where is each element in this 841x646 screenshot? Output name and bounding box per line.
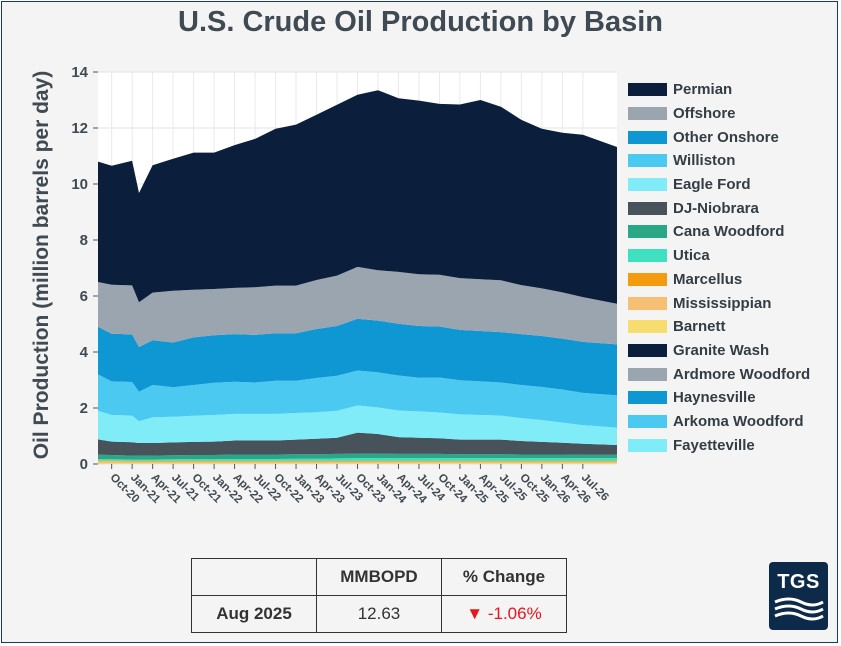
legend-swatch [628, 178, 667, 192]
area-eagle-ford [98, 405, 617, 445]
legend-swatch [628, 130, 667, 144]
legend-item-williston: Williston [628, 149, 833, 173]
legend-item-utica: Utica [628, 244, 833, 268]
area-barnett [98, 463, 617, 464]
y-tick-label: 0 [80, 456, 88, 473]
legend-item-arkoma-woodford: Arkoma Woodford [628, 410, 833, 434]
y-tick-label: 10 [71, 176, 88, 193]
area-utica [98, 458, 617, 461]
legend-item-mississippian: Mississippian [628, 291, 833, 315]
legend-label: Haynesville [673, 389, 756, 407]
legend-label: Ardmore Woodford [673, 365, 811, 383]
legend-swatch [628, 296, 667, 310]
legend-item-granite-wash: Granite Wash [628, 339, 833, 363]
legend-swatch [628, 201, 667, 215]
y-tick-label: 12 [71, 120, 88, 137]
y-tick-label: 4 [80, 344, 89, 361]
legend-label: Offshore [673, 105, 736, 123]
area-other-onshore [98, 318, 617, 396]
legend-item-offshore: Offshore [628, 102, 833, 126]
summary-change-cell: ▼ -1.06% [441, 595, 567, 633]
legend-swatch [628, 107, 667, 121]
legend-swatch [628, 154, 667, 168]
legend-label: Arkoma Woodford [673, 412, 804, 430]
area-marcellus [98, 460, 617, 462]
legend-label: Other Onshore [673, 128, 779, 146]
legend-swatch [628, 367, 667, 381]
legend-swatch [628, 225, 667, 239]
area-permian [98, 90, 617, 304]
legend-label: Utica [673, 247, 710, 265]
legend-label: Granite Wash [673, 341, 770, 359]
summary-change-value: -1.06% [487, 604, 542, 623]
legend: Permian Offshore Other Onshore Williston Eag… [628, 78, 833, 457]
y-tick-label: 6 [80, 288, 88, 305]
legend-item-eagle-ford: Eagle Ford [628, 173, 833, 197]
legend-label: Permian [673, 81, 733, 99]
y-tick-label: 2 [80, 400, 88, 417]
legend-item-dj-niobrara: DJ-Niobrara [628, 196, 833, 220]
wave-icon [774, 597, 824, 621]
legend-item-fayetteville: Fayetteville [628, 433, 833, 457]
y-tick-label: 14 [71, 64, 88, 81]
legend-item-cana-woodford: Cana Woodford [628, 220, 833, 244]
down-arrow-icon: ▼ [466, 604, 484, 623]
x-ticks: Oct-20Jan-21Apr-21Jul-21Oct-21Jan-22Apr-… [108, 464, 611, 506]
logo-text: TGS [777, 571, 820, 593]
legend-label: DJ-Niobrara [673, 199, 759, 217]
summary-data-row: Aug 2025 12.63 ▼ -1.06% [191, 595, 567, 633]
legend-label: Barnett [673, 318, 726, 336]
summary-row-label: Aug 2025 [191, 595, 317, 633]
legend-label: Eagle Ford [673, 176, 751, 194]
legend-swatch [628, 391, 667, 405]
legend-label: Marcellus [673, 270, 743, 288]
summary-header-blank [191, 558, 317, 596]
legend-item-ardmore-woodford: Ardmore Woodford [628, 362, 833, 386]
summary-table: MMBOPD % Change Aug 2025 12.63 ▼ -1.06% [191, 558, 567, 633]
legend-swatch [628, 414, 667, 428]
area-williston [98, 370, 617, 428]
area-chart: 0 2 4 6 8 10 12 14 Oct-20Jan-21Apr-21Jul-21Oct-… [71, 64, 617, 506]
legend-label: Williston [673, 152, 736, 170]
legend-swatch [628, 438, 667, 452]
legend-item-barnett: Barnett [628, 315, 833, 339]
chart-title: U.S. Crude Oil Production by Basin [178, 6, 663, 38]
legend-swatch [628, 272, 667, 286]
legend-swatch [628, 83, 667, 97]
legend-label: Fayetteville [673, 436, 755, 454]
tgs-logo: TGS [769, 562, 828, 630]
area-cana-woodford [98, 453, 617, 460]
legend-item-permian: Permian [628, 78, 833, 102]
legend-swatch [628, 320, 667, 334]
series-areas [98, 90, 617, 464]
y-tick-label: 8 [80, 232, 88, 249]
legend-swatch [628, 343, 667, 357]
legend-item-haynesville: Haynesville [628, 386, 833, 410]
summary-header-change: % Change [441, 558, 567, 596]
summary-mmbopd-value: 12.63 [316, 595, 442, 633]
area-dj-niobrara [98, 432, 617, 456]
y-ticks: 0 2 4 6 8 10 12 14 [71, 64, 98, 473]
legend-item-other-onshore: Other Onshore [628, 125, 833, 149]
legend-label: Mississippian [673, 294, 772, 312]
summary-header-row: MMBOPD % Change [191, 558, 567, 596]
legend-item-marcellus: Marcellus [628, 268, 833, 292]
area-offshore [98, 266, 617, 347]
legend-label: Cana Woodford [673, 223, 785, 241]
summary-header-mmbopd: MMBOPD [316, 558, 442, 596]
area-mississippian [98, 461, 617, 464]
legend-swatch [628, 249, 667, 263]
